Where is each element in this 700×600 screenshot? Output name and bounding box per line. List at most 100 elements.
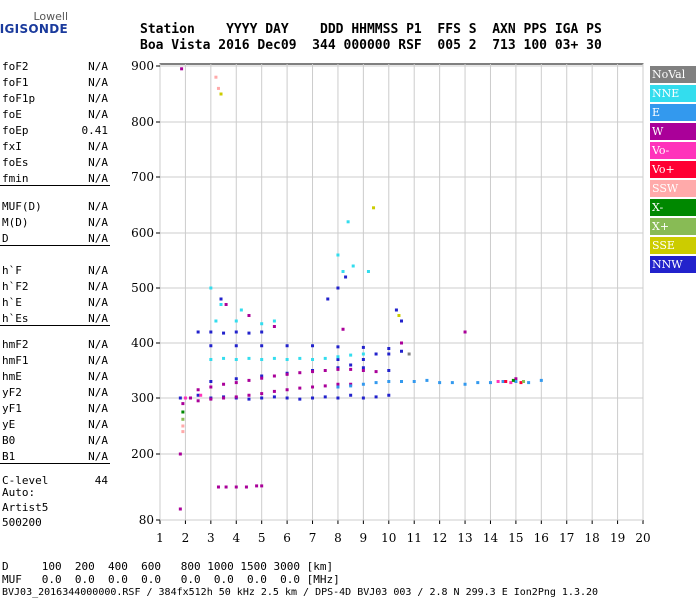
data-point-w [323, 369, 327, 372]
data-point-w [234, 395, 238, 399]
legend: NoVal NNE E W Vo- Vo+ SSW X- X+ SSE NNW [650, 66, 696, 275]
data-point-nnw [336, 345, 340, 349]
data-point-e [476, 381, 480, 385]
data-point-w [298, 371, 302, 375]
y-tick-label: 700 [131, 170, 154, 184]
data-point-w [336, 367, 340, 371]
x-tick-label: 19 [610, 531, 625, 545]
data-point-nnw [400, 319, 403, 323]
data-point-w [374, 370, 378, 374]
param-value: N/A [88, 312, 108, 325]
data-point-nnw [387, 369, 391, 372]
data-point-e [374, 381, 378, 385]
data-point-e [349, 384, 353, 388]
param-value: N/A [88, 76, 108, 89]
data-point-nnw [234, 330, 238, 334]
data-point-nnw [361, 345, 365, 349]
data-point-ssw [181, 424, 185, 428]
data-point-nnw [260, 374, 264, 378]
data-point-w [180, 67, 184, 71]
param-value: N/A [88, 140, 108, 153]
data-point-nne [336, 253, 340, 257]
param-value: 44 [94, 474, 108, 487]
param-name: foEp [2, 124, 29, 137]
data-point-w [222, 396, 226, 400]
data-point-e [400, 380, 403, 383]
data-point-w [298, 386, 302, 390]
param-name: h`F2 [2, 280, 29, 293]
y-tick-label: 600 [131, 226, 154, 240]
param-row-hme: hmE N/A [2, 370, 108, 384]
data-point-w [260, 484, 264, 488]
data-point-w [341, 327, 345, 331]
data-point-w [216, 485, 220, 489]
data-point-nnw [311, 396, 315, 400]
legend-item-ssw: SSW [650, 180, 696, 197]
logo-lowell: Lowell [33, 10, 68, 23]
param-row-b1: B1 N/A [2, 450, 108, 464]
y-tick-label: 900 [131, 59, 154, 73]
data-point-nnw [209, 330, 213, 334]
auto-scaling-info: Artist5 [2, 501, 49, 514]
data-point-vo- [504, 380, 508, 383]
data-point-e [387, 380, 391, 383]
data-point-nnw [219, 297, 223, 301]
x-tick-label: 3 [207, 531, 215, 545]
data-point-w [336, 382, 340, 386]
data-point-nne [209, 286, 213, 290]
param-name: hmF1 [2, 354, 29, 367]
data-point-nnw [196, 393, 200, 397]
param-row-hf: h`F N/A [2, 264, 108, 278]
data-point-nne [234, 358, 238, 361]
data-point-e [438, 381, 442, 385]
data-point-nnw [209, 380, 213, 383]
param-row-hmf2: hmF2 N/A [2, 338, 108, 352]
data-point-noval [407, 352, 411, 356]
data-point-e [425, 378, 429, 382]
data-point-nnw [260, 396, 264, 400]
data-point-w [349, 367, 353, 371]
data-point-nne [361, 352, 365, 356]
data-point-nne [214, 319, 218, 323]
data-point-nnw [234, 344, 238, 348]
data-point-nnw [387, 393, 391, 397]
data-point-nnw [387, 347, 391, 350]
data-point-w [189, 396, 193, 400]
x-tick-label: 20 [635, 531, 650, 545]
legend-item-w: W [650, 123, 696, 140]
data-point-e [450, 381, 454, 385]
x-tick-label: 7 [309, 531, 317, 545]
data-point-nnw [349, 393, 353, 397]
data-point-nne [323, 356, 327, 360]
param-name: yF1 [2, 402, 22, 415]
param-row-he: h`E N/A [2, 296, 108, 310]
param-value: N/A [88, 370, 108, 383]
y-tick-label: 400 [131, 336, 154, 350]
param-value: N/A [88, 450, 108, 463]
param-name: yF2 [2, 386, 22, 399]
param-name: hmE [2, 370, 22, 383]
param-value: N/A [88, 264, 108, 277]
data-point-nne [336, 355, 340, 359]
data-point-e [361, 382, 365, 386]
x-tick-label: 6 [283, 531, 291, 545]
param-value: N/A [88, 386, 108, 399]
y-tick-label: 800 [131, 115, 154, 129]
param-value: N/A [88, 280, 108, 293]
data-point-nne [272, 319, 276, 323]
x-tick-label: 14 [483, 531, 499, 545]
x-tick-label: 5 [258, 531, 266, 545]
y-tick-label: 200 [131, 447, 154, 461]
data-point-nnw [394, 308, 398, 312]
data-point-w [196, 388, 200, 392]
data-point-nnw [247, 397, 251, 401]
data-point-ssw [181, 430, 185, 434]
data-point-vo- [199, 393, 203, 397]
param-name: foF1p [2, 92, 36, 105]
param-row-hes: h`Es N/A [2, 312, 108, 326]
data-point-nnw [336, 286, 340, 290]
data-point-w [178, 452, 182, 456]
data-point-w [234, 381, 238, 385]
param-row-foep: foEp 0.41 [2, 124, 108, 138]
param-value: N/A [88, 60, 108, 73]
